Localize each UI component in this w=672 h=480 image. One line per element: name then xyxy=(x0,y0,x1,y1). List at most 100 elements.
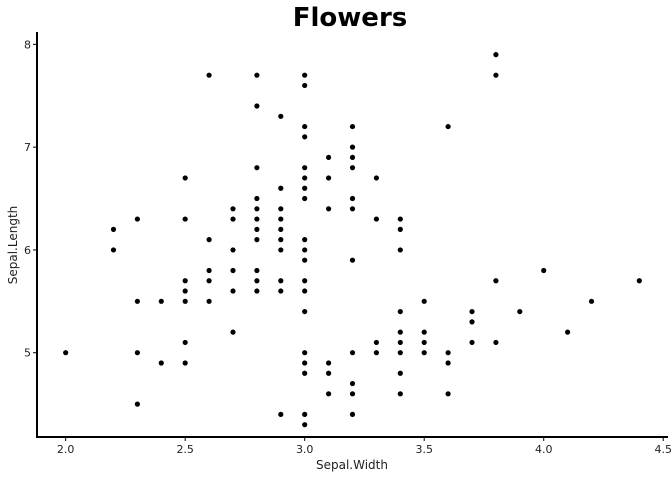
data-point xyxy=(182,339,188,346)
data-point xyxy=(325,206,332,212)
x-tick-label: 3.5 xyxy=(415,443,433,456)
y-tick-label: 6 xyxy=(24,244,31,257)
data-point xyxy=(302,185,308,191)
data-point xyxy=(230,329,236,335)
data-point xyxy=(158,360,164,366)
data-point xyxy=(230,288,236,294)
data-point xyxy=(230,267,236,274)
data-point xyxy=(565,329,571,335)
data-point xyxy=(493,278,499,284)
data-point xyxy=(445,360,451,366)
data-point xyxy=(373,339,380,346)
data-point xyxy=(349,257,356,263)
data-point xyxy=(349,195,356,202)
data-point xyxy=(254,206,260,212)
data-point xyxy=(254,226,260,232)
data-point xyxy=(278,288,284,294)
data-point xyxy=(182,288,188,294)
data-point xyxy=(469,308,475,315)
data-point xyxy=(325,175,332,181)
data-point xyxy=(302,422,308,428)
data-point xyxy=(397,226,403,232)
data-point xyxy=(325,370,332,376)
data-point xyxy=(230,247,236,253)
data-point xyxy=(302,278,308,284)
x-tick-label: 4.5 xyxy=(654,443,672,456)
data-point xyxy=(421,329,427,335)
data-point xyxy=(278,247,284,253)
chart-title: Flowers xyxy=(293,3,408,33)
data-point xyxy=(302,257,308,263)
points-layer xyxy=(63,52,642,428)
data-point xyxy=(445,350,451,356)
data-point xyxy=(397,370,403,376)
data-point xyxy=(325,360,332,366)
data-point xyxy=(588,298,595,304)
data-point xyxy=(302,237,308,243)
data-point xyxy=(469,339,475,346)
y-tick-label: 5 xyxy=(24,347,31,360)
data-point xyxy=(254,288,260,294)
data-point xyxy=(278,278,284,284)
data-point xyxy=(349,380,356,387)
data-point xyxy=(302,247,308,253)
data-point xyxy=(278,216,284,222)
data-point xyxy=(182,360,188,366)
data-point xyxy=(206,298,212,304)
data-point xyxy=(349,391,356,397)
data-point xyxy=(254,237,260,243)
data-point xyxy=(349,411,356,417)
data-point xyxy=(134,216,140,222)
data-point xyxy=(325,391,332,397)
data-point xyxy=(302,308,308,315)
data-point xyxy=(373,216,380,222)
data-point xyxy=(278,411,284,417)
data-point xyxy=(421,339,427,346)
x-tick-label: 3.0 xyxy=(296,443,314,456)
data-point xyxy=(302,350,308,356)
data-point xyxy=(278,185,284,191)
data-point xyxy=(302,360,308,366)
data-point xyxy=(254,195,260,202)
data-point xyxy=(397,308,403,315)
x-tick-label: 2.5 xyxy=(176,443,194,456)
data-point xyxy=(278,226,284,232)
data-point xyxy=(349,123,356,130)
data-point xyxy=(445,123,451,130)
data-point xyxy=(182,175,188,181)
data-point xyxy=(493,339,499,346)
data-point xyxy=(302,72,308,78)
data-point xyxy=(493,52,499,58)
data-point xyxy=(254,72,260,78)
data-point xyxy=(349,165,356,171)
y-axis-label: Sepal.Length xyxy=(6,206,20,285)
data-point xyxy=(230,216,236,222)
data-point xyxy=(206,278,212,284)
data-point xyxy=(206,72,212,78)
data-point xyxy=(110,226,117,232)
x-tick-label: 2.0 xyxy=(57,443,75,456)
data-point xyxy=(493,72,499,78)
data-point xyxy=(254,216,260,222)
data-point xyxy=(254,165,260,171)
data-point xyxy=(397,216,403,222)
data-point xyxy=(302,195,308,202)
data-point xyxy=(349,350,356,356)
data-point xyxy=(278,237,284,243)
data-point xyxy=(349,144,356,150)
data-point xyxy=(349,206,356,212)
data-point xyxy=(302,82,308,89)
data-point xyxy=(230,206,236,212)
data-point xyxy=(134,401,140,407)
x-axis-label: Sepal.Width xyxy=(316,458,388,472)
data-point xyxy=(278,206,284,212)
x-tick-label: 4.0 xyxy=(535,443,553,456)
data-point xyxy=(254,278,260,284)
data-point xyxy=(541,267,547,274)
data-point xyxy=(302,165,308,171)
data-point xyxy=(421,298,427,304)
data-point xyxy=(302,288,308,294)
data-point xyxy=(254,267,260,274)
y-tick-label: 7 xyxy=(24,141,31,154)
data-point xyxy=(278,113,284,119)
